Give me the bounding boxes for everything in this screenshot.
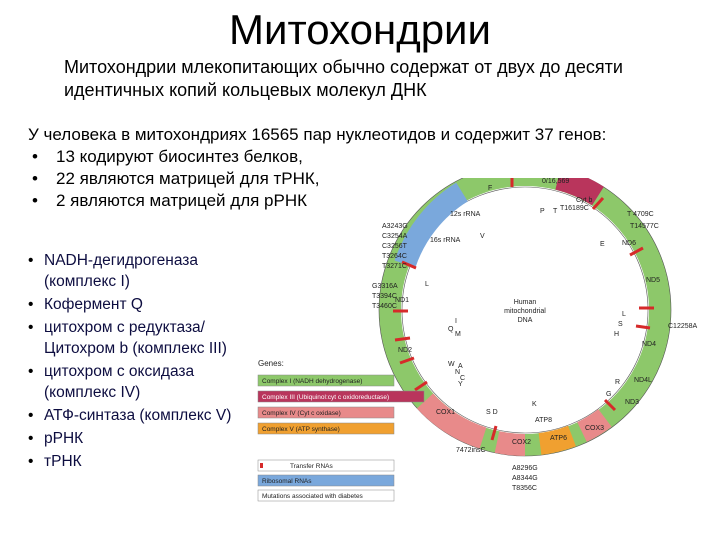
cox3-segment bbox=[577, 409, 612, 442]
list-item: 22 являются матрицей для тРНК, bbox=[28, 168, 668, 190]
legend-label: Complex III (Ubiquinol:cyt c oxidoreduct… bbox=[262, 394, 389, 401]
list-item: NADH-дегидрогеназа (комплекс I) bbox=[28, 250, 248, 292]
legend-label: Complex IV (Cyt c oxidase) bbox=[262, 410, 341, 417]
list-item: тРНК bbox=[28, 451, 248, 472]
gene-label: L bbox=[622, 311, 626, 318]
mutation-label: T3271C bbox=[382, 263, 407, 270]
mutation-label: 7472insC bbox=[456, 447, 486, 454]
human-dna-intro: У человека в митохондриях 16565 пар нукл… bbox=[28, 125, 607, 144]
gene-label: M bbox=[455, 331, 461, 338]
legend-label: Complex V (ATP synthase) bbox=[262, 426, 340, 433]
trna-ticks bbox=[393, 178, 654, 441]
gene-label: V bbox=[480, 233, 485, 240]
mutation-label: C3256T bbox=[382, 243, 408, 250]
gene-label: G bbox=[606, 391, 611, 398]
mutation-label: T8356C bbox=[512, 485, 537, 492]
gene-label: H bbox=[614, 331, 619, 338]
mutation-label: 0/16,569 bbox=[542, 178, 569, 185]
mutation-label: T3394C bbox=[372, 293, 397, 300]
legend-label: Mutations associated with diabetes bbox=[262, 493, 364, 500]
gene-label: K bbox=[532, 401, 537, 408]
gene-label: N bbox=[455, 369, 460, 376]
gene-label: A bbox=[458, 363, 463, 370]
gene-label: ATP8 bbox=[535, 417, 552, 424]
list-item: рРНК bbox=[28, 428, 248, 449]
legend-swatch bbox=[257, 474, 395, 487]
legend-swatch bbox=[257, 406, 395, 419]
gene-label: ATP6 bbox=[550, 435, 567, 442]
gene-label: ND1 bbox=[395, 297, 409, 304]
gene-label: ND4L bbox=[634, 377, 652, 384]
cytb-segment bbox=[555, 178, 604, 206]
list-item: цитохром c оксидаза (комплекс IV) bbox=[28, 361, 248, 403]
gene-label: C bbox=[460, 375, 465, 382]
mutation-label: C3254A bbox=[382, 233, 408, 240]
gene-label: COX2 bbox=[512, 439, 531, 446]
gene-label: ND4 bbox=[642, 341, 656, 348]
legend-label: Transfer RNAs bbox=[290, 463, 333, 470]
gene-label: 12s rRNA bbox=[450, 211, 481, 218]
gene-label: I bbox=[455, 318, 457, 325]
mutation-label: T3264C bbox=[382, 253, 407, 260]
center-label: DNA bbox=[518, 317, 533, 324]
gene-label: S D bbox=[486, 409, 498, 416]
legend-swatch bbox=[257, 459, 395, 472]
dna-ring-outer-edge bbox=[378, 178, 672, 457]
gene-label: L bbox=[425, 281, 429, 288]
legend-title: Genes: bbox=[258, 359, 284, 368]
mutation-label: T 4709C bbox=[627, 211, 654, 218]
mutation-label: A8296G bbox=[512, 465, 538, 472]
gene-label: E bbox=[600, 241, 605, 248]
gene-label: R bbox=[615, 379, 620, 386]
mutation-label: T3460C bbox=[372, 303, 397, 310]
atp-segment bbox=[538, 425, 576, 455]
gene-label: Cyt b bbox=[576, 197, 592, 204]
legend-swatch bbox=[257, 422, 395, 435]
center-label: Human bbox=[514, 299, 537, 306]
mitochondrial-dna-diagram: 12s rRNA 16s rRNA ND1 ND2 COX1 COX2 ATP6… bbox=[257, 178, 698, 502]
mutation-label: T14577C bbox=[630, 223, 659, 230]
complexes-list: NADH-дегидрогеназа (комплекс I) Кофермен… bbox=[28, 250, 248, 472]
gene-label: COX3 bbox=[585, 425, 604, 432]
page-subtitle: Митохондрии млекопитающих обычно содержа… bbox=[64, 57, 623, 100]
mutation-label: T16189C bbox=[560, 205, 589, 212]
gene-label: S bbox=[618, 321, 623, 328]
gene-label: T bbox=[553, 208, 558, 215]
gene-label: COX1 bbox=[436, 409, 455, 416]
gene-label: W bbox=[448, 361, 455, 368]
list-item: цитохром c редуктаза/Цитохром b (комплек… bbox=[28, 317, 248, 359]
mutation-label: A3243G bbox=[382, 223, 408, 230]
legend-swatch bbox=[257, 489, 395, 502]
gene-label: 16s rRNA bbox=[430, 237, 461, 244]
list-item: 13 кодируют биосинтез белков, bbox=[28, 146, 668, 168]
complexes-list-section: NADH-дегидрогеназа (комплекс I) Кофермен… bbox=[28, 250, 248, 474]
gene-label: ND6 bbox=[622, 240, 636, 247]
legend: Genes: Complex I (NADH dehydrogenase) Co… bbox=[257, 359, 425, 502]
mutation-label: G3316A bbox=[372, 283, 398, 290]
legend-label: Complex I (NADH dehydrogenase) bbox=[262, 378, 362, 385]
rrna-segment bbox=[394, 182, 469, 268]
center-label: mitochondrial bbox=[504, 308, 546, 315]
list-item: Кофермент Q bbox=[28, 294, 248, 315]
page-title: Митохондрии bbox=[229, 6, 491, 53]
mutation-label: A8344G bbox=[512, 475, 538, 482]
cox1-segment bbox=[416, 393, 487, 449]
cox2-segment bbox=[494, 431, 526, 456]
list-item: АТФ-синтаза (комплекс V) bbox=[28, 405, 248, 426]
legend-swatch bbox=[260, 463, 263, 468]
legend-swatch bbox=[257, 390, 425, 403]
human-dna-section: У человека в митохондриях 16565 пар нукл… bbox=[28, 124, 668, 212]
mutation-label: C12258A bbox=[668, 323, 698, 330]
gene-label: Y bbox=[458, 381, 463, 388]
gene-label: ND3 bbox=[625, 399, 639, 406]
gene-label: ND2 bbox=[398, 347, 412, 354]
gene-label: ND5 bbox=[646, 277, 660, 284]
gene-label: F bbox=[488, 185, 492, 192]
gene-label: P bbox=[540, 208, 545, 215]
gene-label: Q bbox=[448, 326, 454, 333]
legend-label: Ribosomal RNAs bbox=[262, 478, 312, 485]
list-item: 2 являются матрицей для рРНК bbox=[28, 190, 668, 212]
legend-swatch bbox=[257, 374, 395, 387]
human-dna-list: 13 кодируют биосинтез белков, 22 являютс… bbox=[28, 146, 668, 212]
